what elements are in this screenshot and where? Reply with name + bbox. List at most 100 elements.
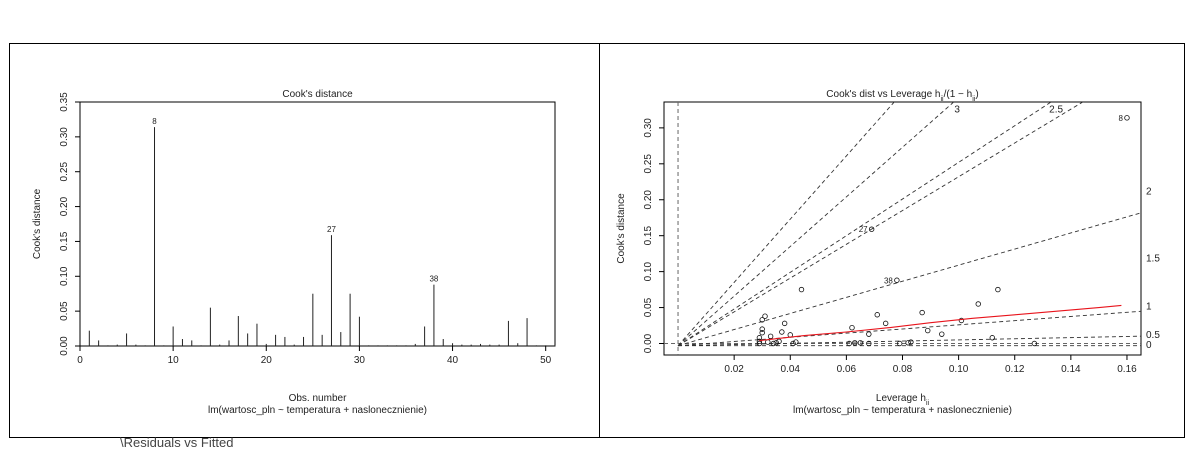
data-point <box>756 338 763 345</box>
x-tick-label: 10 <box>168 355 180 366</box>
title-part: ) <box>975 89 978 100</box>
contour-line <box>677 102 1052 347</box>
data-point <box>958 317 965 324</box>
title-part: h <box>935 89 941 100</box>
y-tick-label: 0.05 <box>643 297 654 317</box>
data-point <box>767 333 774 340</box>
data-point <box>939 331 945 337</box>
contour-label: 3 <box>954 104 960 115</box>
x-tick-label: 0.04 <box>781 364 801 375</box>
data-point <box>857 340 864 346</box>
chart-title: Cook's dist vs Leverage hii/(1 − hii) <box>826 89 978 103</box>
plot-frame <box>79 101 556 347</box>
data-point <box>781 320 788 327</box>
data-point <box>905 340 911 346</box>
data-point <box>759 317 765 323</box>
x-tick-label: 30 <box>354 355 366 366</box>
contour-right-label: 0.5 <box>1146 330 1160 341</box>
title-part: Cook's dist vs Leverage <box>826 89 935 100</box>
contour-right-label: 2 <box>1146 186 1152 197</box>
x-tick-label: 0.08 <box>893 364 913 375</box>
y-tick-label: 0.15 <box>59 231 70 251</box>
y-tick-label: 0.10 <box>59 266 70 286</box>
data-point <box>759 326 765 332</box>
data-point <box>975 301 981 307</box>
x-tick-label: 40 <box>447 355 459 366</box>
y-tick-label: 0.30 <box>59 127 70 147</box>
x-tick-label: 0 <box>77 355 83 366</box>
data-point <box>866 331 872 337</box>
data-point <box>776 338 782 345</box>
data-point <box>868 226 875 232</box>
x-tick-label: 0.02 <box>724 364 744 375</box>
contour-line <box>677 102 955 346</box>
chart-title: Cook's distance <box>282 89 353 100</box>
plot-area: 3 2.5 8 27 38 <box>664 102 1141 355</box>
data-point <box>770 340 777 347</box>
obs-label: 8 <box>152 117 157 126</box>
x-tick-label: 50 <box>540 355 552 366</box>
caption-text: \Residuals vs Fitted <box>120 435 234 450</box>
y-tick-label: 0.20 <box>643 190 654 210</box>
obs-label: 27 <box>327 225 336 234</box>
data-point <box>779 329 785 335</box>
data-point <box>919 309 925 316</box>
data-point <box>1124 115 1130 121</box>
data-point <box>852 340 858 346</box>
point-label: 8 <box>1119 114 1124 123</box>
data-point <box>849 324 855 331</box>
data-point <box>765 339 771 345</box>
smooth-line <box>759 304 1122 342</box>
subtitle: lm(wartosc_pln ~ temperatura + naslonecz… <box>793 405 1012 416</box>
cooks-distance-chart: Cook's distance 0 10 20 30 40 50 0.00 0.05 0.10 0.… <box>32 89 556 416</box>
y-tick-label: 0.30 <box>643 118 654 138</box>
data-point <box>790 340 796 347</box>
x-tick-label: 0.16 <box>1117 364 1137 375</box>
data-point <box>1031 340 1038 347</box>
point-label: 27 <box>859 225 868 234</box>
data-point <box>866 340 872 347</box>
x-label-part: h <box>920 393 926 404</box>
data-point <box>798 286 805 293</box>
x-tick-label: 0.10 <box>949 364 969 375</box>
cooks-vs-leverage-panel: Cook's dist vs Leverage hii/(1 − hii) 0.0… <box>599 43 1185 438</box>
cooks-vs-leverage-chart: Cook's dist vs Leverage hii/(1 − hii)0.0… <box>616 89 1160 416</box>
cooks-distance-panel: Cook's distance 0 10 20 30 40 50 0.00 0.05 0.10 0.… <box>9 43 600 438</box>
subtitle: lm(wartosc_pln ~ temperatura + naslonecz… <box>208 405 427 416</box>
data-point <box>773 340 779 346</box>
contour-right-label: 1.5 <box>1146 253 1160 264</box>
y-tick-label: 0.20 <box>59 196 70 216</box>
point-label: 38 <box>884 276 893 285</box>
data-point <box>756 340 763 347</box>
x-tick-label: 0.06 <box>837 364 857 375</box>
data-point <box>995 286 1001 293</box>
contour-right-label: 1 <box>1146 301 1152 312</box>
data-point <box>925 327 931 334</box>
data-point <box>846 340 852 347</box>
y-tick-label: 0.25 <box>59 162 70 182</box>
contour-right-label: 0 <box>1146 340 1152 351</box>
data-point <box>894 277 900 283</box>
contour-label: 2.5 <box>1049 104 1063 115</box>
y-tick-label: 0.05 <box>59 301 70 321</box>
x-axis-label: Leverage hii <box>876 393 930 407</box>
contour-line <box>677 310 1141 347</box>
data-point <box>882 320 889 327</box>
y-tick-label: 0.00 <box>643 333 654 353</box>
data-point <box>759 330 765 336</box>
x-tick-label: 0.14 <box>1061 364 1081 375</box>
title-part: /(1 − h <box>944 89 973 100</box>
y-tick-label: 0.25 <box>643 154 654 174</box>
x-tick-label: 0.12 <box>1005 364 1025 375</box>
y-tick-label: 0.35 <box>59 92 70 112</box>
y-tick-label: 0.15 <box>643 226 654 246</box>
contour-line <box>677 212 1141 347</box>
y-tick-label: 0.10 <box>643 261 654 281</box>
x-tick-label: 20 <box>261 355 273 366</box>
title-subscript: ii <box>972 96 976 103</box>
x-label-subscript: ii <box>926 400 930 407</box>
x-axis-label: Obs. number <box>289 393 347 404</box>
data-point <box>793 339 799 345</box>
y-axis-label: Cook's distance <box>616 193 627 264</box>
